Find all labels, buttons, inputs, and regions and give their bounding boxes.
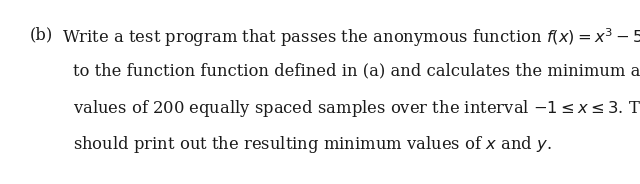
Text: (b): (b) — [30, 26, 53, 43]
Text: should print out the resulting minimum values of $x$ and $y$.: should print out the resulting minimum v… — [73, 134, 552, 155]
Text: to the function function defined in (a) and calculates the minimum and maximum: to the function function defined in (a) … — [73, 62, 640, 79]
Text: Write a test program that passes the anonymous function $f(x) = x^3 - 5x^2 + 5x : Write a test program that passes the ano… — [62, 26, 640, 49]
Text: values of 200 equally spaced samples over the interval $-1 \leq x \leq 3$. The p: values of 200 equally spaced samples ove… — [73, 98, 640, 119]
